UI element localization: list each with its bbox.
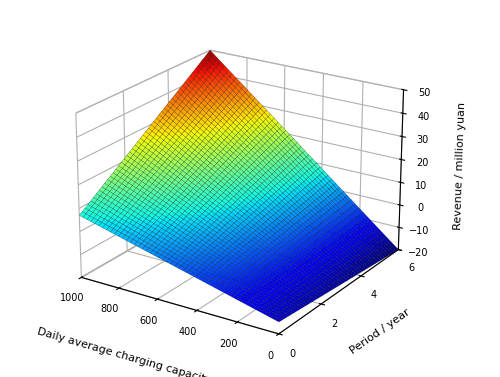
- X-axis label: Daily average charging capacity /(kW·h): Daily average charging capacity /(kW·h): [36, 327, 256, 377]
- Y-axis label: Period / year: Period / year: [348, 307, 412, 356]
